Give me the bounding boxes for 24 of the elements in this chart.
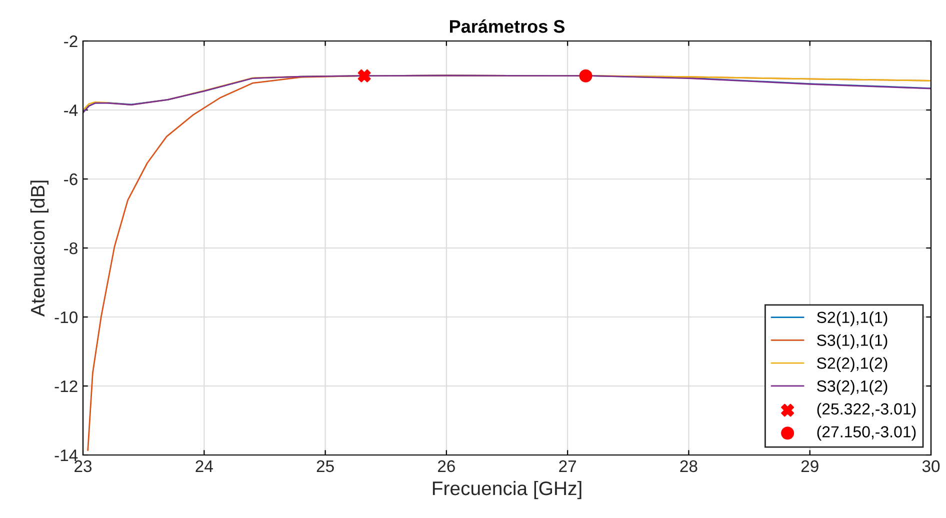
y-tick-label: -8 xyxy=(64,242,78,254)
x-tick-label: 29 xyxy=(801,460,818,472)
x-tick-label: 26 xyxy=(438,460,455,472)
x-tick-label: 23 xyxy=(74,460,92,472)
x-tick-label: 27 xyxy=(559,460,576,472)
x-tick-label: 24 xyxy=(196,460,213,472)
x-axis-title: Frecuencia [GHz] xyxy=(432,480,582,500)
x-tick-label: 25 xyxy=(316,460,334,472)
y-tick-label: -2 xyxy=(64,35,78,48)
legend-label: (27.150,-3.01) xyxy=(817,426,916,441)
x-tick-label: 30 xyxy=(922,460,940,472)
legend-label: S2(1),1(1) xyxy=(817,311,888,326)
legend-label: S2(2),1(2) xyxy=(817,357,888,372)
legend-label: S3(2),1(2) xyxy=(817,380,888,395)
y-tick-label: -14 xyxy=(54,450,78,462)
x-tick-label: 28 xyxy=(680,460,698,472)
y-tick-label: -4 xyxy=(64,104,78,116)
y-tick-label: -12 xyxy=(54,380,78,392)
chart-title: Parámetros S xyxy=(450,19,565,33)
y-tick-label: -10 xyxy=(54,311,78,324)
legend-label: (25.322,-3.01) xyxy=(817,402,916,418)
legend-label: S3(1),1(1) xyxy=(817,334,888,350)
y-tick-label: -6 xyxy=(64,173,78,186)
y-axis-title: Atenuacion [dB] xyxy=(30,180,48,317)
